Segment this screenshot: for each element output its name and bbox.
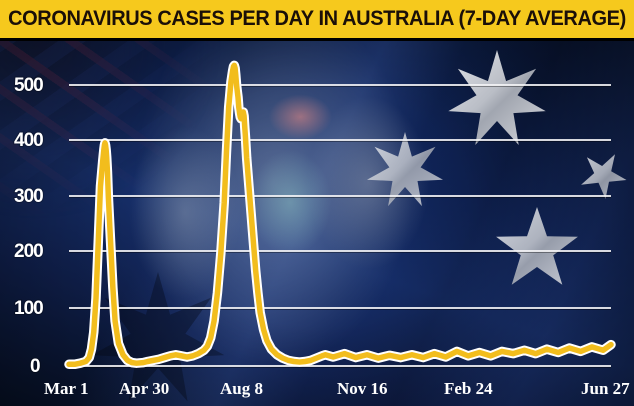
svg-text:100: 100 (14, 298, 43, 319)
svg-text:Nov 16: Nov 16 (337, 379, 388, 398)
svg-text:Aug 8: Aug 8 (220, 379, 263, 398)
svg-text:Feb 24: Feb 24 (444, 379, 493, 398)
svg-text:Apr 30: Apr 30 (119, 379, 169, 398)
svg-text:Mar 1: Mar 1 (44, 379, 89, 398)
svg-text:0: 0 (30, 356, 40, 377)
svg-text:500: 500 (14, 75, 43, 96)
svg-text:200: 200 (14, 241, 43, 262)
svg-text:Jun 27: Jun 27 (581, 379, 630, 398)
svg-text:300: 300 (14, 186, 43, 207)
svg-text:400: 400 (14, 130, 43, 151)
